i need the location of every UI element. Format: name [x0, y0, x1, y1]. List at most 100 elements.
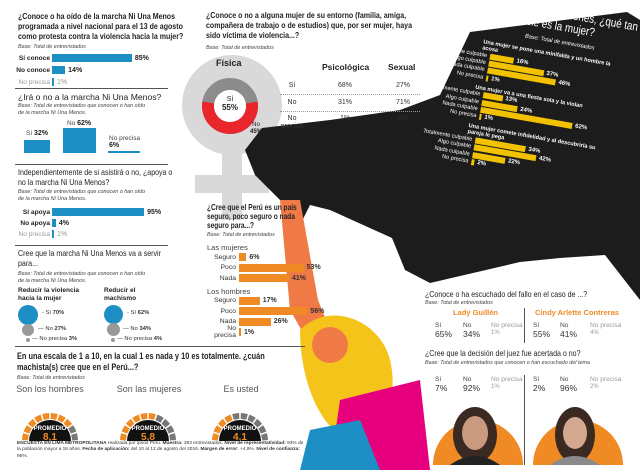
person-name-cindy: Cindy Arlette Contreras: [535, 308, 619, 317]
group-title: Reducir la violencia hacia la mujer: [18, 287, 80, 302]
safety-row: Nada 26%: [207, 317, 347, 328]
donut-no-label: No 45%: [250, 122, 263, 135]
safety-base: Base: Total de entrevistados: [207, 232, 275, 238]
safety-chart: Las mujeres Seguro 6% Poco 53% Nada 41% Los hom…: [207, 240, 347, 339]
np-label: — No precisa 4%: [117, 336, 163, 342]
gauge-label: Son los hombres: [16, 384, 84, 394]
q1-base: Base: Total de entrevistados: [18, 44, 86, 50]
q4-title: Cree que la marcha Ni Una Menos va a ser…: [18, 248, 161, 268]
stat-si: Sí 7%: [435, 376, 448, 393]
gauge-segment: [224, 414, 233, 423]
fallo-title: ¿Conoce o ha escuchado del fallo en el c…: [425, 289, 588, 299]
divider: [524, 375, 525, 465]
safety-title: ¿Cree que el Perú es un país seguro, poc…: [207, 203, 297, 230]
q4-base: Base: Total de entrevistados que conocen…: [18, 271, 146, 284]
bar-value: 95%: [147, 208, 162, 216]
si-bubble: [18, 305, 38, 325]
boot-shape: [245, 12, 640, 300]
bar-value: 56%: [310, 307, 325, 315]
no-bubble: [22, 324, 34, 336]
gauge-value: 8,1: [43, 432, 57, 443]
bar: [485, 75, 489, 82]
safety-group-title: Las mujeres: [207, 243, 248, 252]
gauge-segment: [23, 425, 32, 434]
bar-label: No precisa: [18, 78, 50, 86]
stat-np: No precisa 2%: [590, 376, 622, 390]
gauge-caption: PROMEDIO: [34, 426, 67, 432]
bar: [478, 114, 482, 121]
si-bubble: [104, 305, 123, 324]
bar: [239, 263, 304, 272]
scale-base: Base: Total de entrevistados: [17, 375, 85, 381]
bar: [52, 208, 145, 216]
bar-value: 6%: [249, 253, 260, 261]
stat-si: Sí 2%: [533, 376, 546, 393]
woman-head: [312, 327, 348, 363]
gauge-value: 5,8: [141, 432, 155, 443]
bar-label: Nada: [219, 274, 236, 282]
decision-title: ¿Cree que la decisión del juez fue acert…: [425, 348, 581, 358]
cindy-contreras-photo: [550, 407, 600, 465]
gauge-segment: [34, 414, 43, 423]
si-label: - Sí 70%: [42, 310, 65, 316]
person-name-lady: Lady Guillén: [453, 308, 499, 317]
gauge-value: 4,1: [233, 432, 247, 443]
q3-chart: Sí apoya 95% No apoya 4% No precisa 1%: [0, 207, 190, 241]
blame-section: En estas situaciones, ¿qué tan culpable …: [369, 0, 640, 245]
gauge-segment: [258, 425, 267, 434]
gauge-segment: [42, 413, 50, 420]
bar-value: 1%: [57, 78, 68, 86]
violence-title: ¿Conoce o no a alguna mujer de su entorn…: [206, 10, 412, 40]
bar: [470, 159, 475, 166]
q3-title: Independientemente de si asistirá o no, …: [18, 167, 173, 187]
np-bubble: [26, 338, 30, 342]
bar-label: No precisa: [18, 230, 50, 238]
si-label: - Sí 62%: [127, 310, 150, 316]
bar-value: 2%: [476, 160, 487, 168]
safety-row: Poco 53%: [207, 263, 347, 274]
bar: [52, 230, 54, 238]
bar-label: No apoya: [20, 219, 50, 227]
safety-row: Seguro 17%: [207, 296, 347, 307]
gauge-segment: [155, 414, 164, 423]
gauge-center: [219, 420, 261, 441]
stat-no: No 34%: [463, 322, 481, 339]
portraits: [433, 407, 623, 465]
safety-row: Nada 41%: [207, 273, 347, 284]
divider: [15, 164, 168, 165]
bar-label: Seguro: [214, 253, 236, 261]
bar-value: 85%: [134, 54, 149, 62]
divider: [524, 308, 525, 343]
gauge-segment: [121, 425, 130, 434]
bar-value: 53%: [306, 264, 321, 272]
lady-guillen-photo: [450, 407, 500, 465]
bar-label: Poco: [220, 307, 237, 315]
violence-base: Base: Total de entrevistados: [206, 45, 274, 51]
gauge-segment: [247, 414, 256, 423]
woman-skirt: [300, 420, 380, 470]
stat-si: Sí 65%: [435, 322, 453, 339]
bar: [239, 274, 290, 283]
q4-group-machismo: Reducir el machismo - Sí 62% — No 34% — …: [104, 287, 184, 345]
bar-value: 1%: [57, 230, 68, 238]
gauge-segment: [71, 433, 78, 441]
bar-value: 26%: [273, 318, 288, 326]
donut-si-segment: [202, 78, 258, 134]
safety-row: Seguro 6%: [207, 252, 347, 263]
bar: [52, 219, 56, 227]
gauge-segment: [253, 418, 263, 428]
bar-label: Sí apoya: [22, 208, 50, 216]
gauge-segment: [169, 433, 176, 441]
bar-value: 41%: [292, 274, 307, 282]
gauge-segment: [63, 418, 73, 428]
q3-row: No precisa 1%: [0, 229, 67, 239]
header-sexual: Sexual: [388, 62, 416, 72]
gauge-segment: [22, 433, 29, 441]
stat-no: No 41%: [560, 322, 578, 339]
gauge-segment: [166, 425, 175, 434]
bar-label: No precisa 6%: [109, 135, 141, 149]
q1-row: No precisa 1%: [0, 77, 67, 87]
q1-row: Sí conoce 85%: [0, 53, 149, 63]
